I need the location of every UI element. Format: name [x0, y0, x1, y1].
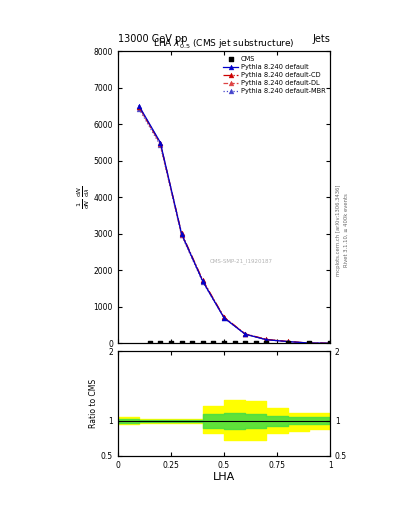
CMS	[157, 339, 163, 348]
Pythia 8.240 default-MBR	[307, 340, 311, 346]
Pythia 8.240 default-MBR	[264, 337, 269, 343]
Pythia 8.240 default-DL	[328, 340, 332, 346]
Pythia 8.240 default	[307, 340, 311, 346]
Pythia 8.240 default-MBR	[285, 338, 290, 345]
Y-axis label: $\frac{1}{\mathrm{d}N}\ \frac{\mathrm{d}N}{\mathrm{d}\lambda}$: $\frac{1}{\mathrm{d}N}\ \frac{\mathrm{d}…	[75, 185, 92, 209]
Pythia 8.240 default-DL	[200, 278, 205, 284]
Pythia 8.240 default-DL	[243, 331, 248, 337]
Line: Pythia 8.240 default-DL: Pythia 8.240 default-DL	[137, 105, 332, 346]
Pythia 8.240 default	[200, 278, 205, 284]
CMS	[168, 339, 174, 348]
Pythia 8.240 default-MBR	[137, 106, 141, 112]
Pythia 8.240 default	[285, 338, 290, 345]
Pythia 8.240 default-CD	[328, 340, 332, 346]
Pythia 8.240 default	[158, 139, 163, 145]
Text: CMS-SMP-21_I1920187: CMS-SMP-21_I1920187	[209, 259, 272, 264]
Text: Jets: Jets	[312, 33, 330, 44]
Pythia 8.240 default-MBR	[179, 232, 184, 239]
Pythia 8.240 default	[137, 103, 141, 109]
CMS	[285, 339, 291, 348]
CMS	[242, 339, 248, 348]
CMS	[327, 339, 333, 348]
X-axis label: LHA: LHA	[213, 472, 235, 482]
Pythia 8.240 default-DL	[285, 338, 290, 345]
CMS	[231, 339, 238, 348]
Pythia 8.240 default	[264, 337, 269, 343]
Title: LHA $\lambda^{1}_{0.5}$ (CMS jet substructure): LHA $\lambda^{1}_{0.5}$ (CMS jet substru…	[153, 36, 295, 51]
Pythia 8.240 default-CD	[158, 140, 163, 146]
Pythia 8.240 default-CD	[264, 336, 269, 343]
Pythia 8.240 default-CD	[307, 340, 311, 346]
Pythia 8.240 default-MBR	[328, 340, 332, 346]
CMS	[200, 339, 206, 348]
CMS	[263, 339, 270, 348]
Pythia 8.240 default-DL	[307, 340, 311, 346]
CMS	[221, 339, 227, 348]
Pythia 8.240 default-CD	[285, 338, 290, 345]
Text: 13000 GeV pp: 13000 GeV pp	[118, 33, 187, 44]
Text: mcplots.cern.ch [arXiv:1306.3436]: mcplots.cern.ch [arXiv:1306.3436]	[336, 185, 341, 276]
Pythia 8.240 default-CD	[179, 230, 184, 236]
Pythia 8.240 default	[328, 340, 332, 346]
Pythia 8.240 default-CD	[200, 277, 205, 283]
Pythia 8.240 default-MBR	[200, 279, 205, 285]
CMS	[147, 339, 153, 348]
CMS	[210, 339, 217, 348]
Line: Pythia 8.240 default: Pythia 8.240 default	[137, 103, 332, 346]
Pythia 8.240 default-CD	[137, 103, 141, 110]
Pythia 8.240 default-MBR	[158, 142, 163, 148]
Y-axis label: Ratio to CMS: Ratio to CMS	[89, 379, 98, 428]
Pythia 8.240 default-DL	[158, 141, 163, 147]
Line: Pythia 8.240 default-CD: Pythia 8.240 default-CD	[137, 104, 332, 346]
Pythia 8.240 default-MBR	[222, 315, 226, 321]
Pythia 8.240 default-DL	[264, 336, 269, 343]
CMS	[306, 339, 312, 348]
Text: Rivet 3.1.10, ≥ 400k events: Rivet 3.1.10, ≥ 400k events	[344, 194, 349, 267]
Pythia 8.240 default	[179, 231, 184, 237]
Pythia 8.240 default-DL	[179, 231, 184, 238]
Pythia 8.240 default	[222, 315, 226, 321]
Pythia 8.240 default-DL	[137, 104, 141, 111]
Pythia 8.240 default-MBR	[243, 331, 248, 337]
Legend: CMS, Pythia 8.240 default, Pythia 8.240 default-CD, Pythia 8.240 default-DL, Pyt: CMS, Pythia 8.240 default, Pythia 8.240 …	[222, 55, 327, 95]
Pythia 8.240 default-CD	[243, 331, 248, 337]
CMS	[253, 339, 259, 348]
CMS	[189, 339, 195, 348]
Line: Pythia 8.240 default-MBR: Pythia 8.240 default-MBR	[137, 106, 332, 346]
Pythia 8.240 default	[243, 331, 248, 337]
Pythia 8.240 default-CD	[222, 314, 226, 320]
CMS	[178, 339, 185, 348]
Pythia 8.240 default-DL	[222, 314, 226, 321]
